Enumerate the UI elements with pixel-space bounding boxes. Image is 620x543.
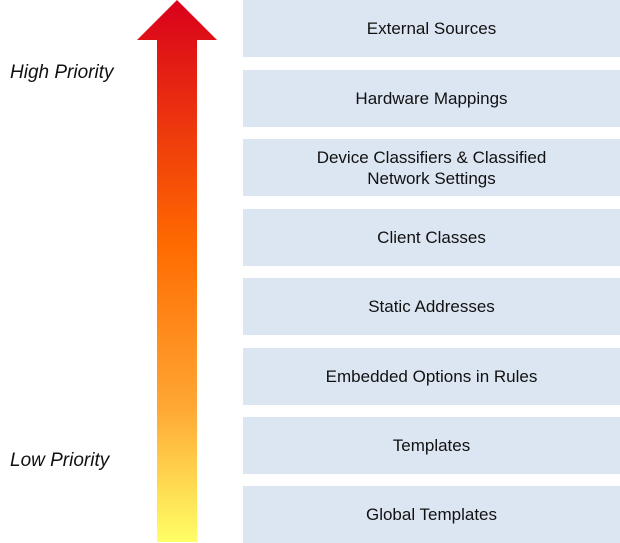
layer-box: Client Classes <box>243 209 620 266</box>
layer-label: External Sources <box>366 19 497 38</box>
layer-label: Global Templates <box>365 505 498 524</box>
layer-box: Embedded Options in Rules <box>243 348 620 405</box>
low-priority-label: Low Priority <box>10 450 110 471</box>
layer-box: Templates <box>243 417 620 474</box>
layer-label: Client Classes <box>377 228 486 247</box>
layer-box: Global Templates <box>243 486 620 543</box>
arrow <box>137 0 217 542</box>
layer-box: External Sources <box>243 0 620 57</box>
high-priority-label: High Priority <box>10 62 114 83</box>
layer-box: Static Addresses <box>243 278 620 335</box>
layer-label: Device Classifiers & Classified Network … <box>316 147 547 188</box>
layer-box: Device Classifiers & Classified Network … <box>243 139 620 196</box>
layer-box: Hardware Mappings <box>243 70 620 127</box>
layer-label: Hardware Mappings <box>355 89 508 108</box>
layer-label: Static Addresses <box>368 297 495 316</box>
layer-label: Embedded Options in Rules <box>325 367 538 386</box>
layer-label: Templates <box>392 436 471 455</box>
